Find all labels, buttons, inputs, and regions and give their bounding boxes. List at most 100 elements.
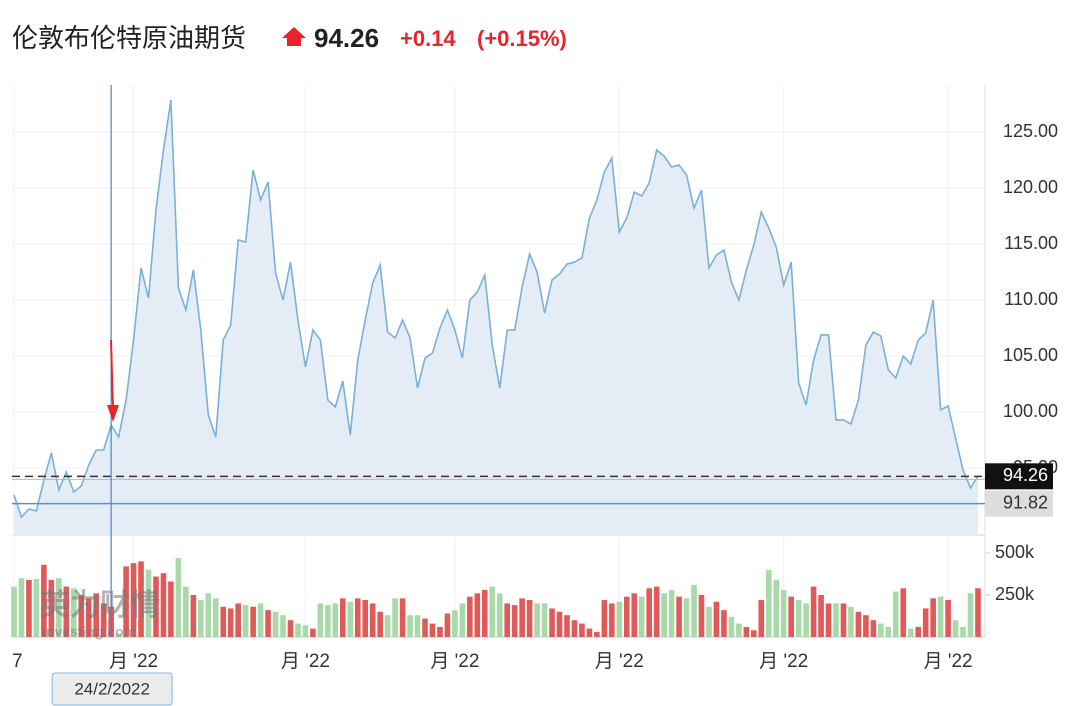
- volume-bar: [549, 608, 555, 637]
- volume-bar: [601, 600, 608, 637]
- volume-bar: [863, 615, 869, 637]
- volume-bar: [235, 603, 241, 637]
- volume-bar: [302, 625, 309, 637]
- volume-bar: [623, 596, 630, 637]
- y-tick-label: 115.00: [1004, 233, 1058, 253]
- volume-bar: [631, 593, 638, 637]
- volume-bar: [354, 598, 361, 637]
- y-tick-label: 105.00: [1003, 345, 1058, 365]
- volume-bar: [907, 628, 914, 637]
- volume-bar: [399, 598, 406, 637]
- volume-bar: [422, 618, 428, 637]
- x-tick-label: 月 '22: [109, 651, 158, 672]
- volume-bar: [100, 603, 107, 637]
- volume-bar: [504, 603, 511, 637]
- volume-bar: [369, 603, 376, 637]
- y-tick-label: 110.00: [1004, 289, 1058, 309]
- volume-bar: [489, 586, 496, 637]
- y-tick-label: 125.00: [1003, 121, 1058, 141]
- volume-bar: [586, 628, 593, 637]
- volume-bar: [257, 603, 264, 637]
- volume-bar: [444, 613, 451, 637]
- volume-bar: [922, 608, 929, 637]
- volume-bar: [198, 600, 204, 637]
- volume-bar: [668, 589, 675, 637]
- volume-bar: [676, 596, 682, 637]
- volume-bar: [11, 586, 17, 637]
- volume-bar: [758, 600, 765, 637]
- instrument-title: 伦敦布伦特原油期货: [12, 23, 246, 53]
- volume-bar: [287, 620, 294, 637]
- volume-bar: [317, 603, 324, 637]
- volume-bar: [728, 616, 735, 637]
- volume-bar: [653, 586, 660, 637]
- volume-bar: [556, 611, 563, 637]
- volume-bar: [736, 623, 742, 637]
- volume-bar: [168, 581, 174, 637]
- volume-bar: [407, 615, 413, 637]
- volume-bar: [870, 620, 877, 637]
- volume-bar: [481, 589, 488, 637]
- volume-bar: [452, 610, 458, 637]
- volume-bar: [310, 628, 316, 637]
- volume-bar: [467, 596, 473, 637]
- volume-bar: [526, 600, 533, 637]
- volume-bar: [56, 578, 62, 637]
- volume-bar: [564, 615, 570, 637]
- volume-bar: [459, 603, 466, 637]
- volume-bar: [190, 595, 197, 637]
- volume-bar: [474, 593, 481, 637]
- volume-bar: [227, 608, 234, 637]
- volume-bar: [930, 598, 936, 637]
- watermark-sub: Investing.com: [42, 624, 136, 640]
- volume-bar: [833, 603, 839, 637]
- volume-bar: [780, 589, 787, 637]
- volume-bar: [594, 631, 600, 637]
- volume-bar: [18, 578, 25, 637]
- volume-bar: [751, 630, 757, 637]
- volume-bar: [325, 605, 331, 637]
- volume-bar: [960, 626, 966, 637]
- volume-bar: [892, 591, 899, 637]
- x-tick-label: 月 '22: [281, 651, 330, 672]
- volume-bar: [130, 563, 137, 637]
- volume-bar: [661, 593, 667, 637]
- volume-bar: [706, 606, 712, 637]
- volume-bar: [33, 579, 40, 637]
- up-arrow: [282, 27, 306, 46]
- volume-bar: [571, 620, 578, 637]
- volume-bar: [93, 593, 100, 637]
- volume-bar: [810, 586, 817, 637]
- volume-bar: [392, 598, 398, 637]
- volume-bar: [795, 600, 802, 637]
- crosshair-box: [51, 672, 173, 706]
- volume-bar: [818, 595, 824, 637]
- volume-bar: [534, 603, 540, 637]
- volume-bar: [496, 593, 503, 637]
- volume-bar: [878, 623, 884, 637]
- x-tick-label: 7: [12, 651, 23, 672]
- volume-bar: [138, 561, 144, 637]
- x-tick-label: 月 '22: [595, 651, 644, 672]
- volume-tick-label: 250k: [995, 584, 1035, 604]
- volume-bar: [26, 579, 32, 637]
- volume-bar: [41, 564, 47, 637]
- volume-bar: [885, 626, 892, 637]
- volume-bar: [541, 603, 548, 637]
- volume-bar: [975, 588, 981, 637]
- annotation-arrow: [110, 339, 114, 411]
- volume-bar: [945, 600, 951, 637]
- volume-bar: [646, 588, 652, 637]
- volume-bar: [265, 610, 271, 637]
- volume-bar: [691, 584, 697, 637]
- volume-bar: [788, 596, 794, 637]
- volume-bar: [183, 586, 189, 637]
- volume-bar: [638, 596, 645, 637]
- volume-bar: [295, 623, 301, 637]
- volume-bar: [429, 623, 436, 637]
- volume-bar: [145, 569, 152, 637]
- volume-bar: [713, 601, 720, 637]
- change: +0.14: [400, 26, 456, 51]
- volume-bar: [952, 620, 959, 637]
